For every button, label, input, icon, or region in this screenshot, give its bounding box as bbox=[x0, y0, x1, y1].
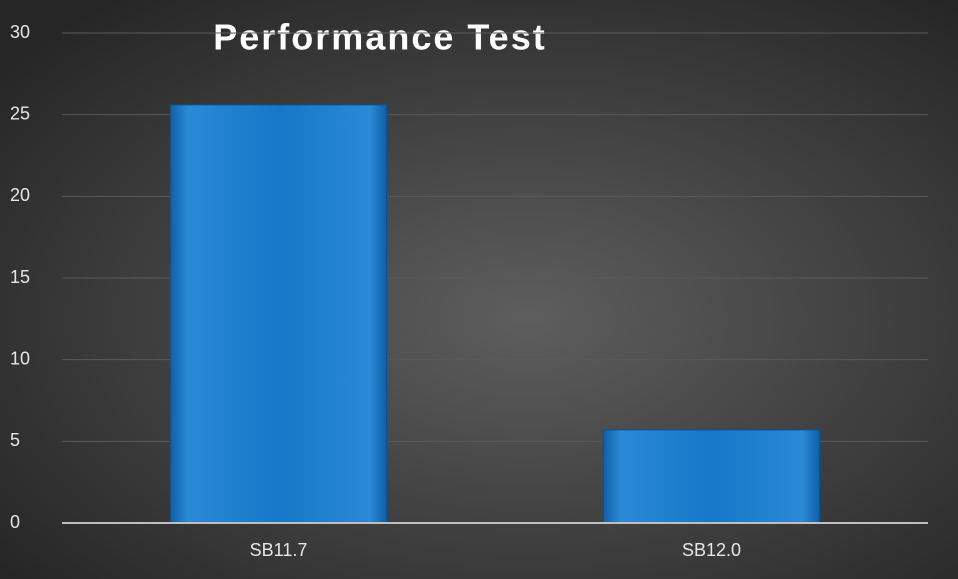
x-tick-label: SB11.7 bbox=[250, 540, 308, 560]
bar bbox=[602, 429, 821, 524]
y-tick-label: 0 bbox=[10, 512, 20, 532]
bar bbox=[169, 104, 388, 524]
y-tick-label: 5 bbox=[10, 430, 20, 450]
y-tick-label: 10 bbox=[10, 348, 30, 368]
y-tick-label: 15 bbox=[10, 267, 30, 287]
y-tick-label: 30 bbox=[10, 22, 30, 42]
y-tick-label: 25 bbox=[10, 103, 30, 123]
x-tick-label: SB12.0 bbox=[682, 540, 741, 560]
y-tick-label: 20 bbox=[10, 185, 30, 205]
chart-title: Performance Test bbox=[213, 17, 546, 58]
